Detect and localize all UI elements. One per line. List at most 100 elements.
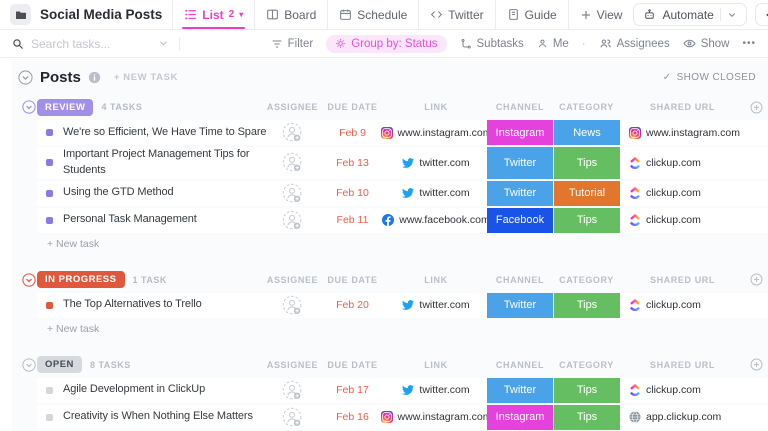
link-cell[interactable]: twitter.com — [385, 147, 487, 179]
add-assignee-icon[interactable] — [282, 183, 303, 204]
due-date-cell[interactable]: Feb 11 — [336, 214, 369, 227]
task-name[interactable]: We're so Efficient, We Have Time to Spar… — [63, 125, 267, 138]
category-chip[interactable]: Tips — [553, 207, 620, 233]
task-name[interactable]: The Top Alternatives to Trello — [63, 298, 202, 311]
status-badge[interactable]: IN PROGRESS — [37, 271, 125, 289]
new-task-button[interactable]: + NEW TASK — [113, 71, 179, 83]
link-cell[interactable]: twitter.com — [385, 293, 487, 318]
add-assignee-icon[interactable] — [282, 152, 303, 173]
due-date-cell[interactable]: Feb 20 — [336, 299, 369, 312]
add-task-row[interactable]: + New task — [47, 238, 100, 251]
link-url[interactable]: twitter.com — [419, 384, 470, 397]
category-chip[interactable]: News — [553, 120, 620, 145]
task-name[interactable]: Agile Development in ClickUp — [63, 383, 206, 396]
shared-url[interactable]: clickup.com — [646, 156, 701, 169]
status-badge[interactable]: REVIEW — [37, 98, 94, 116]
shared-url-cell[interactable]: clickup.com — [620, 208, 745, 233]
tab-twitter[interactable]: Twitter — [418, 0, 494, 29]
add-task-row[interactable]: + New task — [47, 323, 100, 336]
channel-chip[interactable]: Instagram — [487, 404, 553, 430]
assignees-button[interactable]: Assignees — [599, 37, 670, 50]
due-date-cell[interactable]: Feb 13 — [336, 156, 369, 169]
subtasks-button[interactable]: Subtasks — [460, 38, 524, 50]
link-url[interactable]: twitter.com — [419, 299, 470, 312]
assignee-cell[interactable] — [265, 378, 320, 403]
link-cell[interactable]: www.instagram.com — [380, 405, 491, 430]
link-url[interactable]: www.instagram.com — [397, 411, 492, 424]
tab-add-view[interactable]: View — [567, 0, 634, 29]
status-badge[interactable]: OPEN — [37, 356, 82, 374]
search-box[interactable] — [12, 36, 169, 51]
due-date-cell[interactable]: Feb 16 — [336, 411, 369, 424]
link-cell[interactable]: twitter.com — [385, 378, 487, 403]
task-name[interactable]: Using the GTD Method — [63, 186, 174, 199]
add-assignee-icon[interactable] — [282, 122, 303, 143]
channel-chip[interactable]: Twitter — [487, 147, 553, 179]
tab-board[interactable]: Board — [254, 0, 327, 29]
assignee-cell[interactable] — [265, 147, 320, 179]
category-chip[interactable]: Tips — [553, 147, 620, 179]
add-column-icon[interactable] — [745, 358, 768, 371]
add-column-icon[interactable] — [745, 273, 768, 286]
show-button[interactable]: Show — [683, 37, 729, 50]
category-chip[interactable]: Tips — [553, 377, 620, 403]
task-row[interactable]: Creativity is When Nothing Else Matters … — [37, 404, 768, 430]
tab-guide[interactable]: Guide — [494, 0, 568, 29]
assignee-cell[interactable] — [265, 405, 320, 430]
due-date-cell[interactable]: Feb 17 — [336, 384, 369, 397]
task-name[interactable]: Creativity is When Nothing Else Matters — [63, 410, 253, 423]
chevron-down-icon[interactable] — [727, 10, 737, 20]
add-assignee-icon[interactable] — [282, 407, 303, 428]
task-row[interactable]: Important Project Management Tips for St… — [37, 147, 768, 179]
share-button[interactable]: Share — [754, 3, 768, 26]
shared-url[interactable]: clickup.com — [646, 384, 701, 397]
task-name[interactable]: Personal Task Management — [63, 213, 197, 226]
link-url[interactable]: twitter.com — [419, 156, 470, 169]
shared-url-cell[interactable]: clickup.com — [620, 147, 745, 179]
assignee-cell[interactable] — [265, 208, 320, 233]
add-assignee-icon[interactable] — [282, 380, 303, 401]
search-input[interactable] — [31, 36, 151, 51]
collapse-chevron-icon[interactable] — [18, 69, 33, 85]
shared-url[interactable]: www.instagram.com — [646, 126, 740, 139]
link-url[interactable]: www.facebook.com — [399, 214, 490, 227]
assignee-cell[interactable] — [265, 293, 320, 318]
link-cell[interactable]: www.instagram.com — [380, 120, 491, 145]
channel-chip[interactable]: Twitter — [487, 180, 553, 206]
shared-url-cell[interactable]: app.clickup.com — [620, 405, 745, 430]
link-cell[interactable]: www.facebook.com — [382, 208, 490, 233]
due-date-cell[interactable]: Feb 9 — [339, 126, 366, 139]
automate-button[interactable]: Automate — [633, 3, 747, 26]
me-button[interactable]: Me — [537, 38, 569, 50]
category-chip[interactable]: Tips — [553, 292, 620, 318]
category-chip[interactable]: Tips — [553, 404, 620, 430]
assignee-cell[interactable] — [265, 181, 320, 206]
tab-schedule[interactable]: Schedule — [327, 0, 418, 29]
link-url[interactable]: twitter.com — [419, 187, 470, 200]
shared-url[interactable]: clickup.com — [646, 187, 701, 200]
group-collapse-chevron-icon[interactable] — [22, 273, 36, 287]
group-by-button[interactable]: Group by: Status — [326, 34, 447, 53]
add-assignee-icon[interactable] — [282, 210, 303, 231]
assignee-cell[interactable] — [265, 120, 320, 145]
group-collapse-chevron-icon[interactable] — [22, 100, 36, 114]
folder-icon[interactable] — [10, 4, 31, 25]
tab-list[interactable]: List 2 ▾ — [172, 0, 254, 29]
shared-url-cell[interactable]: clickup.com — [620, 293, 745, 318]
task-row[interactable]: Using the GTD Method Feb 10 twitter.com … — [37, 180, 768, 206]
shared-url-cell[interactable]: www.instagram.com — [620, 120, 745, 145]
filter-button[interactable]: Filter — [271, 38, 313, 50]
shared-url[interactable]: app.clickup.com — [646, 411, 722, 424]
task-row[interactable]: The Top Alternatives to Trello Feb 20 tw… — [37, 292, 768, 318]
shared-url-cell[interactable]: clickup.com — [620, 378, 745, 403]
task-name[interactable]: Important Project Management Tips for St… — [63, 148, 250, 176]
task-row[interactable]: We're so Efficient, We Have Time to Spar… — [37, 120, 768, 145]
channel-chip[interactable]: Facebook — [487, 207, 553, 233]
shared-url[interactable]: clickup.com — [646, 214, 701, 227]
chevron-down-icon[interactable] — [158, 38, 169, 49]
more-options-button[interactable]: ••• — [742, 38, 756, 49]
channel-chip[interactable]: Twitter — [487, 377, 553, 403]
link-url[interactable]: www.instagram.com — [397, 126, 492, 139]
shared-url-cell[interactable]: clickup.com — [620, 181, 745, 206]
task-row[interactable]: Personal Task Management Feb 11 www.face… — [37, 207, 768, 233]
